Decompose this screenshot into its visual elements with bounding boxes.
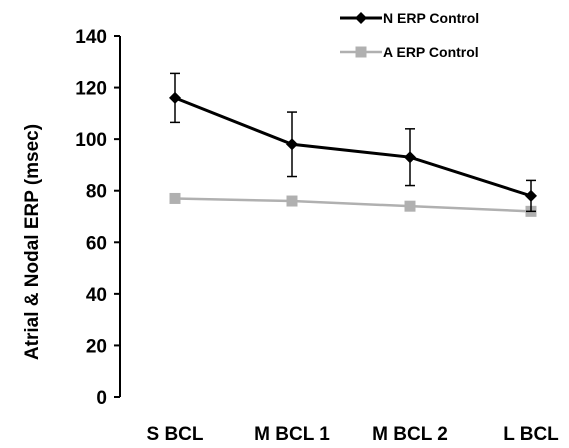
data-point xyxy=(169,91,181,104)
y-tick-label: 40 xyxy=(86,285,107,306)
legend-label: N ERP Control xyxy=(383,10,479,26)
y-tick-label: 60 xyxy=(86,233,107,254)
data-point xyxy=(404,200,416,212)
y-tick-label: 0 xyxy=(96,388,107,409)
x-category-label: L BCL xyxy=(503,424,559,445)
x-axis-labels: S BCL M BCL 1 M BCL 2 L BCL xyxy=(147,424,560,445)
x-category-label: M BCL 1 xyxy=(254,424,330,445)
y-tick-label: 120 xyxy=(75,79,107,100)
y-axis-label: Atrial & Nodal ERP (msec) xyxy=(22,124,43,360)
series-2 xyxy=(169,192,537,217)
legend-item: N ERP Control xyxy=(340,10,479,26)
legend-item: A ERP Control xyxy=(340,44,479,60)
y-tick-label: 80 xyxy=(86,182,107,203)
series-1 xyxy=(169,72,537,213)
y-tick-label: 100 xyxy=(75,130,107,151)
x-category-label: S BCL xyxy=(147,424,204,445)
data-point xyxy=(286,138,298,151)
series-line xyxy=(174,96,532,198)
data-point xyxy=(286,195,298,207)
series-layer xyxy=(169,72,537,217)
legend: N ERP Control A ERP Control xyxy=(340,10,479,60)
y-tick-label: 140 xyxy=(75,27,107,48)
y-axis: 0 20 40 60 80 100 120 140 xyxy=(75,27,121,409)
series-line xyxy=(174,197,532,213)
data-point xyxy=(169,192,181,204)
data-point xyxy=(525,189,537,202)
x-category-label: M BCL 2 xyxy=(372,424,448,445)
legend-marker xyxy=(355,12,367,24)
y-tick-label: 20 xyxy=(86,336,107,357)
data-point xyxy=(404,151,416,164)
legend-marker xyxy=(355,46,367,58)
legend-label: A ERP Control xyxy=(383,44,479,60)
